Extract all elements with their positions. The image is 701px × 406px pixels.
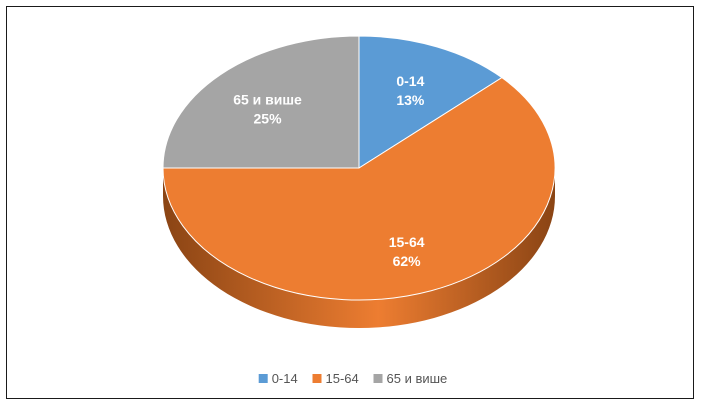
slice-label-category-15-64: 15-64 [389, 234, 425, 250]
slice-label-percent-15-64: 62% [393, 253, 422, 269]
pie-top-layer [162, 35, 556, 301]
pie-slice-0-14 [358, 35, 503, 169]
pie-side-layer [163, 168, 555, 328]
legend-swatch-15-64 [312, 374, 322, 383]
legend-label-0-14: 0-14 [272, 371, 298, 386]
legend: 0-14 15-64 65 и више [258, 371, 448, 386]
pie-side-15-64 [163, 168, 555, 328]
slice-label-percent-0-14: 13% [396, 92, 425, 108]
pie-slice-65-и-више [162, 35, 360, 169]
legend-label-15-64: 15-64 [326, 371, 359, 386]
slice-label-category-65-и-више: 65 и више [233, 91, 302, 107]
legend-swatch-0-14 [258, 374, 268, 383]
slice-label-category-0-14: 0-14 [396, 73, 424, 89]
legend-label-65-и-више: 65 и више [387, 371, 448, 386]
slice-label-percent-65-и-више: 25% [254, 110, 283, 126]
pie-label-layer: 0-14 13% 15-64 62% 65 и више 25% [233, 73, 425, 269]
legend-swatch-65-и-више [373, 374, 383, 383]
pie-slice-15-64 [162, 77, 556, 301]
